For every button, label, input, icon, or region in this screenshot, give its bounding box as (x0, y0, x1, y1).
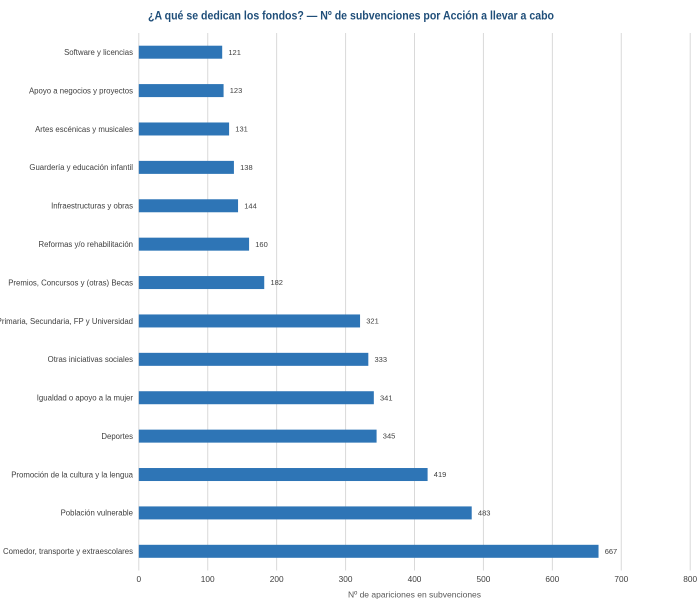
svg-text:Otras iniciativas sociales: Otras iniciativas sociales (48, 355, 133, 364)
svg-text:333: 333 (375, 355, 388, 364)
svg-text:Primaria, Secundaria, FP y Uni: Primaria, Secundaria, FP y Universidad (0, 317, 133, 326)
svg-text:500: 500 (477, 574, 491, 584)
svg-text:131: 131 (235, 125, 248, 134)
svg-text:Premios, Concursos y (otras) B: Premios, Concursos y (otras) Becas (8, 278, 133, 287)
svg-text:600: 600 (545, 574, 559, 584)
svg-text:341: 341 (380, 393, 393, 402)
svg-text:400: 400 (408, 574, 422, 584)
svg-text:Artes escénicas y musicales: Artes escénicas y musicales (35, 125, 133, 134)
svg-text:144: 144 (244, 201, 257, 210)
svg-text:483: 483 (478, 509, 491, 518)
svg-text:Nº de apariciones en subvencio: Nº de apariciones en subvenciones (348, 590, 481, 600)
svg-text:160: 160 (255, 240, 268, 249)
svg-text:138: 138 (240, 163, 253, 172)
svg-text:100: 100 (201, 574, 215, 584)
svg-text:182: 182 (270, 278, 283, 287)
svg-text:Reformas y/o rehabilitación: Reformas y/o rehabilitación (39, 240, 133, 249)
svg-text:321: 321 (366, 317, 379, 326)
svg-text:Población vulnerable: Población vulnerable (61, 509, 133, 518)
svg-text:667: 667 (605, 547, 618, 556)
svg-text:Apoyo a negocios y proyectos: Apoyo a negocios y proyectos (29, 86, 133, 95)
svg-text:¿A qué se dedican los fondos?: ¿A qué se dedican los fondos? — Nº de su… (148, 9, 554, 23)
svg-text:Infraestructuras y obras: Infraestructuras y obras (51, 202, 133, 211)
svg-text:Software y licencias: Software y licencias (64, 48, 133, 57)
svg-text:0: 0 (136, 574, 141, 584)
svg-text:Igualdad o apoyo a la mujer: Igualdad o apoyo a la mujer (37, 394, 134, 403)
svg-text:300: 300 (339, 574, 353, 584)
svg-text:419: 419 (434, 470, 447, 479)
svg-text:700: 700 (614, 574, 628, 584)
svg-text:121: 121 (228, 48, 241, 57)
svg-text:800: 800 (683, 574, 697, 584)
svg-text:Comedor, transporte y extraesc: Comedor, transporte y extraescolares (3, 547, 133, 556)
svg-text:200: 200 (270, 574, 284, 584)
svg-text:Guardería y educación infantil: Guardería y educación infantil (29, 163, 133, 172)
svg-text:345: 345 (383, 432, 396, 441)
svg-text:Deportes: Deportes (101, 432, 133, 441)
svg-text:123: 123 (230, 86, 243, 95)
svg-text:Promoción de la cultura y la l: Promoción de la cultura y la lengua (11, 470, 133, 479)
